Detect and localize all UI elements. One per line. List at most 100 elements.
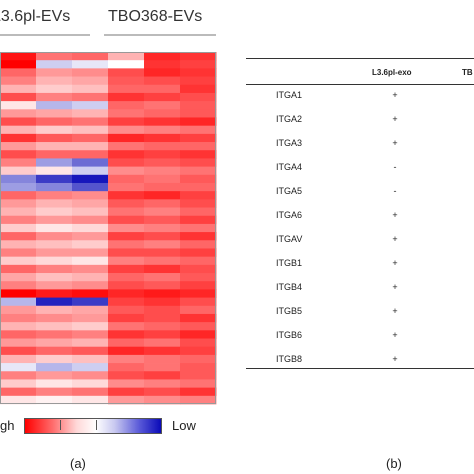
table-bottom-rule xyxy=(246,368,474,369)
heatmap-cell xyxy=(0,125,37,135)
heatmap-cell xyxy=(72,117,109,127)
heatmap-cell xyxy=(180,322,217,331)
group-divider-l36pl xyxy=(0,34,90,36)
heatmap-cell xyxy=(72,207,109,217)
heatmap-cell xyxy=(36,289,73,298)
heatmap-cell xyxy=(36,215,73,225)
heatmap-cell xyxy=(108,60,145,69)
heatmap-cell xyxy=(36,60,73,69)
heatmap-cell xyxy=(72,264,109,274)
heatmap-cell xyxy=(180,256,217,266)
heatmap-cell xyxy=(144,322,181,331)
heatmap-cell xyxy=(144,223,181,233)
heatmap-cell xyxy=(0,133,37,143)
heatmap-cell xyxy=(36,281,73,290)
gene-name: ITGB8 xyxy=(276,354,303,364)
heatmap-cell xyxy=(0,330,37,339)
heatmap-cell xyxy=(36,371,73,380)
heatmap-cell xyxy=(36,305,73,315)
heatmap-cell xyxy=(144,387,181,397)
heatmap-cell xyxy=(108,223,145,233)
heatmap-cell xyxy=(0,338,37,348)
heatmap-cell xyxy=(108,125,145,135)
heatmap-cell xyxy=(108,379,145,389)
heatmap-cell xyxy=(36,330,73,339)
heatmap-cell xyxy=(0,313,37,323)
heatmap-cell xyxy=(72,125,109,135)
gene-name: ITGA2 xyxy=(276,114,303,124)
heatmap-cell xyxy=(72,191,109,200)
expression-value: + xyxy=(392,114,398,124)
heatmap-cell xyxy=(180,297,217,307)
expression-value: + xyxy=(392,306,398,316)
heatmap-cell xyxy=(144,117,181,127)
heatmap-cell xyxy=(36,264,73,274)
heatmap-cell xyxy=(36,379,73,389)
heatmap-cell xyxy=(72,68,109,77)
heatmap-cell xyxy=(108,256,145,266)
heatmap-cell xyxy=(144,256,181,266)
heatmap-cell xyxy=(36,338,73,348)
heatmap-cell xyxy=(72,371,109,380)
heatmap-cell xyxy=(108,174,145,184)
heatmap-cell xyxy=(108,313,145,323)
heatmap-cell xyxy=(144,273,181,282)
heatmap-cell xyxy=(108,166,145,176)
heatmap-cell xyxy=(180,354,217,364)
heatmap-cell xyxy=(72,256,109,266)
table-row: ITGB1 + xyxy=(246,258,474,272)
heatmap-cell xyxy=(108,158,145,168)
gene-name: ITGA4 xyxy=(276,162,303,172)
heatmap-cell xyxy=(108,68,145,77)
heatmap-cell xyxy=(72,166,109,176)
heatmap-cell xyxy=(0,223,37,233)
heatmap-cell xyxy=(108,371,145,380)
heatmap-cell xyxy=(72,363,109,372)
heatmap-cell xyxy=(180,264,217,274)
heatmap-cell xyxy=(180,52,217,61)
heatmap-cell xyxy=(36,240,73,249)
heatmap-cell xyxy=(144,354,181,364)
heatmap-cell xyxy=(36,174,73,184)
heatmap-cell xyxy=(180,313,217,323)
heatmap-cell xyxy=(0,174,37,184)
heatmap-cell xyxy=(144,76,181,86)
heatmap-cell xyxy=(144,232,181,241)
heatmap-cell xyxy=(72,387,109,397)
heatmap-cell xyxy=(180,379,217,389)
table-row: ITGA1 + xyxy=(246,90,474,104)
heatmap-cell xyxy=(0,142,37,151)
heatmap-cell xyxy=(0,101,37,110)
gene-name: ITGA6 xyxy=(276,210,303,220)
heatmap-cell xyxy=(108,395,145,405)
heatmap-cell xyxy=(108,363,145,372)
heatmap-cell xyxy=(144,52,181,61)
heatmap-cell xyxy=(108,354,145,364)
heatmap-cell xyxy=(108,84,145,94)
heatmap-cell xyxy=(0,346,37,356)
heatmap-cell xyxy=(0,52,37,61)
heatmap-cell xyxy=(144,297,181,307)
heatmap-cell xyxy=(180,215,217,225)
heatmap-cell xyxy=(0,158,37,168)
heatmap-cell xyxy=(72,248,109,258)
heatmap-cell xyxy=(0,117,37,127)
heatmap-cell xyxy=(0,166,37,176)
heatmap-cell xyxy=(72,240,109,249)
expression-value: + xyxy=(392,258,398,268)
heatmap-cell xyxy=(0,363,37,372)
heatmap-cell xyxy=(0,322,37,331)
heatmap-cell xyxy=(36,346,73,356)
heatmap-cell xyxy=(0,84,37,94)
heatmap-cell xyxy=(0,248,37,258)
legend-color-bar xyxy=(24,418,162,434)
heatmap-cell xyxy=(180,240,217,249)
table-row: ITGA2 + xyxy=(246,114,474,128)
expression-value: - xyxy=(393,186,397,196)
expression-value: + xyxy=(392,354,398,364)
heatmap-cell xyxy=(144,379,181,389)
heatmap-cell xyxy=(36,158,73,168)
heatmap-cell xyxy=(36,199,73,208)
heatmap-cell xyxy=(36,101,73,110)
gene-name: ITGB4 xyxy=(276,282,303,292)
